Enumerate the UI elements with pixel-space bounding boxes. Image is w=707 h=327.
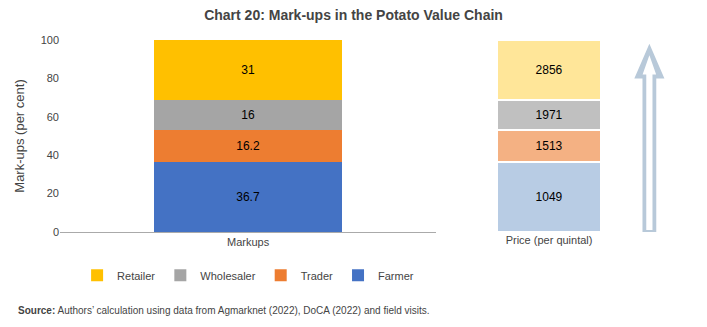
svg-text:Wholesaler: Wholesaler (200, 270, 255, 282)
svg-text:1049: 1049 (536, 190, 563, 204)
svg-text:Source: Authors’ calculation u: Source: Authors’ calculation using data … (18, 305, 430, 316)
svg-text:40: 40 (47, 149, 59, 161)
svg-text:Price (per quintal): Price (per quintal) (506, 234, 593, 246)
svg-text:Chart 20: Mark-ups in the Pota: Chart 20: Mark-ups in the Potato Value C… (204, 7, 503, 23)
svg-text:16.2: 16.2 (236, 139, 260, 153)
svg-text:100: 100 (41, 34, 59, 46)
svg-text:31: 31 (241, 63, 255, 77)
svg-text:1971: 1971 (536, 108, 563, 122)
svg-text:16: 16 (241, 108, 255, 122)
svg-text:36.7: 36.7 (236, 190, 260, 204)
svg-text:60: 60 (47, 111, 59, 123)
svg-text:0: 0 (53, 226, 59, 238)
svg-text:80: 80 (47, 72, 59, 84)
svg-text:Farmer: Farmer (378, 270, 414, 282)
svg-text:Retailer: Retailer (117, 270, 155, 282)
svg-text:2856: 2856 (536, 63, 563, 77)
svg-text:Trader: Trader (301, 270, 333, 282)
svg-text:20: 20 (47, 187, 59, 199)
svg-text:Mark-ups (per cent): Mark-ups (per cent) (12, 79, 27, 192)
svg-text:Markups: Markups (227, 236, 270, 248)
svg-text:1513: 1513 (536, 139, 563, 153)
